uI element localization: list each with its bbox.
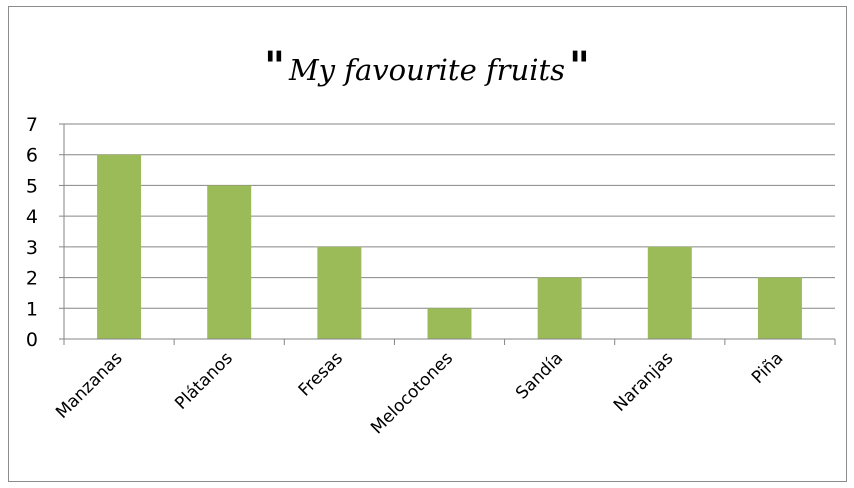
y-tick-label-0: 0 bbox=[26, 329, 38, 351]
x-category-label-naranjas: Naranjas bbox=[610, 348, 677, 415]
y-tick-label-1: 1 bbox=[26, 298, 38, 320]
bar-naranjas bbox=[647, 246, 692, 339]
x-category-label-manzanas: Manzanas bbox=[52, 348, 127, 423]
y-tick-label-2: 2 bbox=[26, 268, 38, 290]
y-tick-label-3: 3 bbox=[26, 237, 38, 259]
bar-piña bbox=[757, 277, 802, 339]
y-tick-label-7: 7 bbox=[26, 114, 38, 136]
axes bbox=[59, 123, 836, 345]
x-category-label-fresas: Fresas bbox=[295, 348, 347, 400]
y-tick-labels: 0 1 2 3 4 5 6 7 bbox=[26, 114, 38, 351]
bar-sandía bbox=[537, 277, 582, 339]
chart-title-text: My favourite fruits bbox=[288, 53, 565, 87]
chart-frame bbox=[8, 6, 847, 482]
y-tick-label-5: 5 bbox=[26, 175, 38, 197]
bar-plátanos bbox=[207, 185, 252, 339]
bar-manzanas bbox=[97, 154, 142, 339]
x-category-label-melocotones: Melocotones bbox=[367, 348, 457, 438]
svg-text:"My favourite fruits": " My favourite fruits " bbox=[264, 44, 590, 90]
x-category-label-piña: Piña bbox=[748, 348, 787, 387]
bar-fresas bbox=[317, 246, 362, 339]
x-category-labels: Manzanas Plátanos Fresas Melocotones Sandía N… bbox=[52, 348, 787, 438]
chart-title-quote-close: " bbox=[569, 44, 590, 90]
x-category-label-sandía: Sandía bbox=[512, 348, 567, 403]
y-gridlines bbox=[64, 123, 835, 309]
chart-title: " My favourite fruits " bbox=[264, 44, 590, 90]
y-tick-label-4: 4 bbox=[26, 206, 38, 228]
bar-melocotones bbox=[427, 308, 472, 339]
x-category-label-plátanos: Plátanos bbox=[171, 348, 237, 414]
bars bbox=[97, 154, 802, 339]
chart-title-quote-open: " bbox=[264, 44, 285, 90]
y-tick-label-6: 6 bbox=[26, 145, 38, 167]
